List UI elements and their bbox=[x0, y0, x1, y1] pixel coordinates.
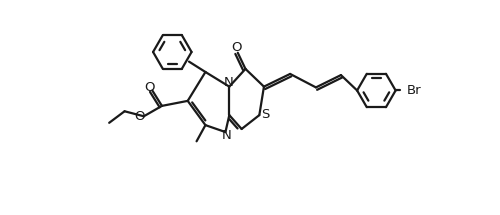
Text: N: N bbox=[222, 129, 231, 142]
Text: Br: Br bbox=[406, 84, 421, 97]
Text: O: O bbox=[144, 81, 154, 94]
Text: O: O bbox=[231, 41, 241, 54]
Text: S: S bbox=[262, 108, 270, 121]
Text: O: O bbox=[134, 110, 144, 123]
Text: N: N bbox=[224, 76, 234, 89]
